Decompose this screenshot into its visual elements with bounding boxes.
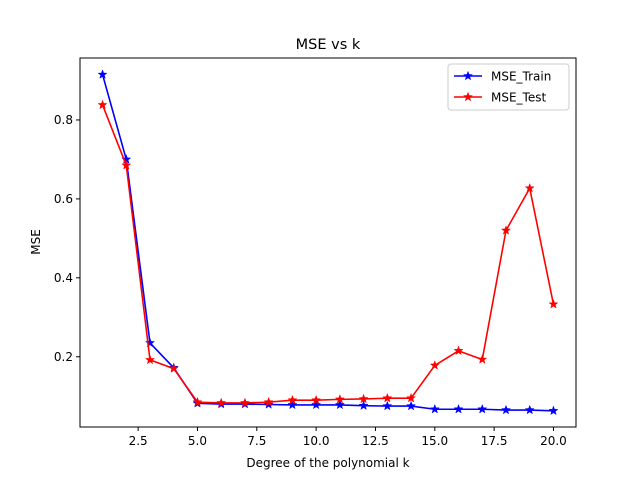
data-point-mse-test [144, 354, 156, 365]
data-point-mse-test [239, 397, 251, 408]
data-point-mse-test [97, 99, 108, 110]
data-point-mse-test [477, 354, 488, 364]
plot-area [97, 69, 559, 416]
y-axis-label: MSE [29, 229, 43, 255]
x-axis-ticks: 2.5 5.0 7.5 10.0 12.5 15.0 17.5 20.0 [129, 427, 567, 448]
x-tick-label: 17.5 [481, 434, 508, 448]
data-point-mse-test [263, 396, 274, 407]
data-point-mse-test [334, 394, 345, 404]
data-point-mse-train [144, 337, 156, 348]
data-point-mse-test [168, 363, 179, 373]
data-point-mse-test [311, 394, 322, 405]
data-point-mse-train [334, 399, 345, 410]
legend: MSE_Train MSE_Test [447, 63, 570, 111]
data-point-mse-train [382, 400, 393, 411]
x-tick-label: 5.0 [188, 434, 207, 448]
data-point-mse-train [311, 399, 322, 410]
axes-frame [79, 57, 577, 428]
data-point-mse-train [477, 403, 488, 414]
data-point-mse-test [216, 397, 227, 408]
data-point-mse-train [453, 403, 464, 414]
legend-swatch-marker-mse-test [462, 91, 474, 102]
data-point-mse-train [358, 400, 369, 410]
data-point-mse-test [524, 182, 535, 193]
data-point-mse-test [382, 392, 393, 403]
data-point-mse-test [453, 345, 464, 356]
legend-swatch-marker-mse-train [462, 70, 474, 81]
data-point-mse-test [192, 396, 203, 407]
data-point-mse-test [500, 225, 512, 235]
y-tick-label: 0.2 [54, 350, 73, 364]
y-tick-label: 0.8 [54, 113, 73, 127]
x-tick-label: 10.0 [303, 434, 330, 448]
y-tick-label: 0.6 [54, 192, 73, 206]
x-tick-label: 7.5 [247, 434, 266, 448]
x-tick-label: 12.5 [362, 434, 389, 448]
data-point-mse-test [429, 360, 440, 370]
data-point-mse-test [405, 392, 417, 403]
data-point-mse-test [121, 160, 132, 170]
y-axis-ticks: 0.2 0.4 0.6 0.8 [54, 113, 80, 364]
data-point-mse-train [405, 400, 417, 411]
data-point-mse-train [524, 404, 535, 415]
legend-label-mse-train: MSE_Train [491, 70, 551, 84]
data-point-mse-test [287, 394, 298, 405]
y-tick-label: 0.4 [54, 271, 73, 285]
x-tick-label: 20.0 [540, 434, 567, 448]
x-tick-label: 15.0 [421, 434, 448, 448]
data-point-mse-test [548, 298, 559, 309]
chart-title: MSE vs k [296, 37, 361, 53]
data-point-mse-train [429, 403, 440, 414]
data-point-mse-train [287, 399, 298, 410]
x-tick-label: 2.5 [129, 434, 148, 448]
data-point-mse-train [548, 405, 559, 416]
data-point-mse-test [358, 393, 369, 404]
data-point-mse-train [500, 404, 512, 415]
legend-label-mse-test: MSE_Test [491, 91, 546, 105]
data-point-mse-train [97, 69, 108, 79]
x-axis-label: Degree of the polynomial k [246, 456, 409, 470]
